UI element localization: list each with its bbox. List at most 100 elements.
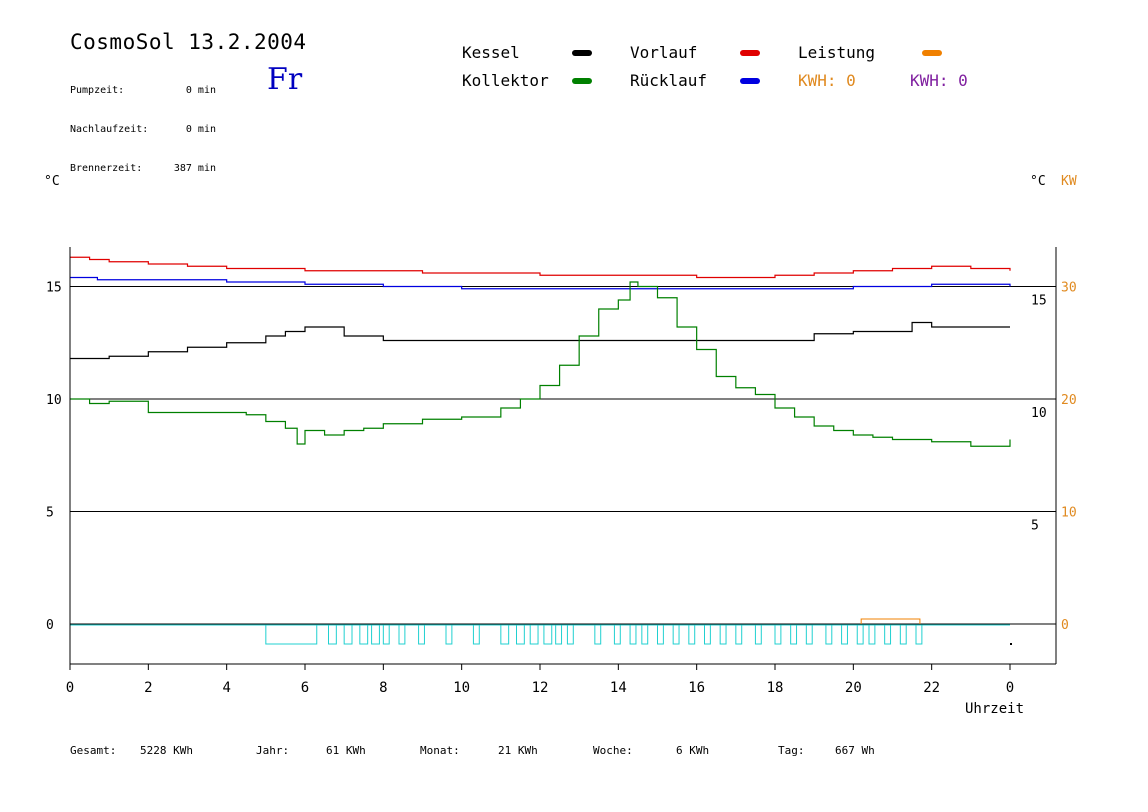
left-y-tick-label: 15: [46, 281, 62, 296]
inner-y-tick-label: 15: [1031, 294, 1047, 309]
pump-cycle: [688, 624, 696, 645]
series-vorlauf-line: [70, 256, 1011, 279]
right-kw-tick-label: 30: [1061, 281, 1077, 296]
stat-value: 0 min: [185, 124, 216, 135]
chart-title: CosmoSol 13.2.2004: [70, 30, 307, 54]
axes: [69, 247, 1057, 670]
footer-gesamt-label: Gesamt:: [70, 744, 117, 757]
stat-brennerzeit: Brennerzeit: 387 min: [70, 162, 216, 175]
inner-y-tick-label: 10: [1031, 406, 1047, 421]
pump-cycle: [445, 624, 453, 645]
pump-cycle: [868, 624, 876, 645]
legend-kwh-solar: KWH: 0: [798, 71, 856, 90]
legend-kwh-burner: KWH: 0: [910, 71, 968, 90]
footer-woche-value: 6 KWh: [676, 744, 710, 757]
legend-leistung-label: Leistung: [798, 43, 876, 62]
inner-y-tick-label: 5: [1031, 519, 1039, 534]
pump-cycle: [359, 624, 369, 645]
pump-cycle: [774, 624, 782, 645]
x-tick-label: 18: [767, 680, 784, 696]
x-tick-label: 2: [144, 680, 152, 696]
footer-woche-label: Woche:: [593, 744, 633, 757]
pump-cycle: [566, 624, 574, 645]
pump-cycle: [825, 624, 833, 645]
legend-vorlauf-swatch: [740, 50, 760, 56]
pump-cycles: [70, 624, 1010, 645]
right-axis-unit-kw: KW: [1061, 174, 1077, 189]
stat-label: Brennerzeit:: [70, 163, 143, 174]
pump-cycle: [472, 624, 480, 645]
x-axis-label: Uhrzeit: [965, 701, 1025, 717]
x-tick-label: 16: [688, 680, 705, 696]
stat-pumpzeit: Pumpzeit: 0 min: [70, 84, 216, 97]
pump-cycle: [672, 624, 680, 645]
left-axis-unit: °C: [44, 174, 60, 189]
series-leistung-line: [860, 618, 921, 624]
footer-jahr-value: 61 KWh: [326, 744, 366, 757]
pump-cycle: [754, 624, 762, 645]
series-lines: [70, 256, 1011, 624]
x-tick-label: 4: [222, 680, 230, 696]
right-kw-tick-label: 20: [1061, 393, 1077, 408]
legend-kessel-label: Kessel: [462, 43, 520, 62]
footer-tag-label: Tag:: [778, 744, 805, 757]
legend-kollektor-label: Kollektor: [462, 71, 549, 90]
pump-cycle: [529, 624, 539, 645]
grid-lines: [70, 286, 1056, 625]
pump-cycle: [594, 624, 602, 645]
stat-value: 0 min: [185, 85, 216, 96]
pump-cycle: [629, 624, 637, 645]
right-kw-tick-label: 10: [1061, 506, 1077, 521]
x-tick-label: 14: [610, 680, 627, 696]
footer-jahr-label: Jahr:: [256, 744, 290, 757]
tick-labels: 0 2 4 6 8 10 12 14 16 18 20 22 0 15 10 5 0 15 10 5 30 20 10 0: [46, 281, 1077, 697]
weekday-label: Fr: [267, 62, 303, 97]
legend-ruecklauf-swatch: [740, 78, 760, 84]
series-kollektor-line: [70, 281, 1011, 447]
pump-cycle: [555, 624, 563, 645]
pump-cycle: [856, 624, 864, 645]
stat-value: 387 min: [173, 163, 216, 174]
x-tick-label: 20: [845, 680, 862, 696]
x-tick-label: 10: [453, 680, 470, 696]
pump-cycle: [790, 624, 798, 645]
pump-cycle: [641, 624, 649, 645]
pump-cycle: [841, 624, 848, 645]
x-tick-label: 22: [923, 680, 940, 696]
stats-block: Pumpzeit: 0 min Nachlaufzeit: 0 min Bren…: [70, 58, 216, 188]
pump-cycle: [704, 624, 711, 645]
pump-cycle: [516, 624, 525, 645]
footer-monat-value: 21 KWh: [498, 744, 538, 757]
right-axis-unit-celsius: °C: [1030, 174, 1046, 189]
legend-vorlauf-label: Vorlauf: [630, 43, 698, 62]
series-rcklauf-line: [70, 276, 1011, 290]
x-tick-label: 0: [1006, 680, 1014, 696]
x-tick-label: 8: [379, 680, 387, 696]
stat-label: Pumpzeit:: [70, 85, 125, 96]
x-tick-label: 0: [66, 680, 74, 696]
pump-cycle: [265, 624, 318, 645]
x-tick-label: 12: [532, 680, 549, 696]
legend-leistung-swatch: [922, 50, 942, 56]
legend-kollektor-swatch: [572, 78, 592, 84]
legend-kessel-swatch: [572, 50, 592, 56]
pump-cycle: [719, 624, 727, 645]
left-y-tick-label: 5: [46, 506, 54, 521]
pump-cycle: [398, 624, 406, 645]
pump-cycle: [371, 624, 380, 645]
series-kessel-line: [70, 321, 1010, 360]
pump-cycle: [884, 624, 892, 645]
stat-nachlaufzeit: Nachlaufzeit: 0 min: [70, 123, 216, 136]
pump-cycle: [343, 624, 353, 645]
pump-cycle: [613, 624, 621, 645]
pump-cycle: [915, 624, 923, 645]
pump-cycle: [657, 624, 664, 645]
left-y-tick-label: 0: [46, 618, 54, 633]
stat-label: Nachlaufzeit:: [70, 124, 149, 135]
footer-gesamt-value: 5228 KWh: [140, 744, 193, 757]
pump-cycle: [382, 624, 390, 645]
x-tick-label: 6: [301, 680, 309, 696]
footer-tag-value: 667 Wh: [835, 744, 875, 757]
left-y-tick-label: 10: [46, 393, 62, 408]
